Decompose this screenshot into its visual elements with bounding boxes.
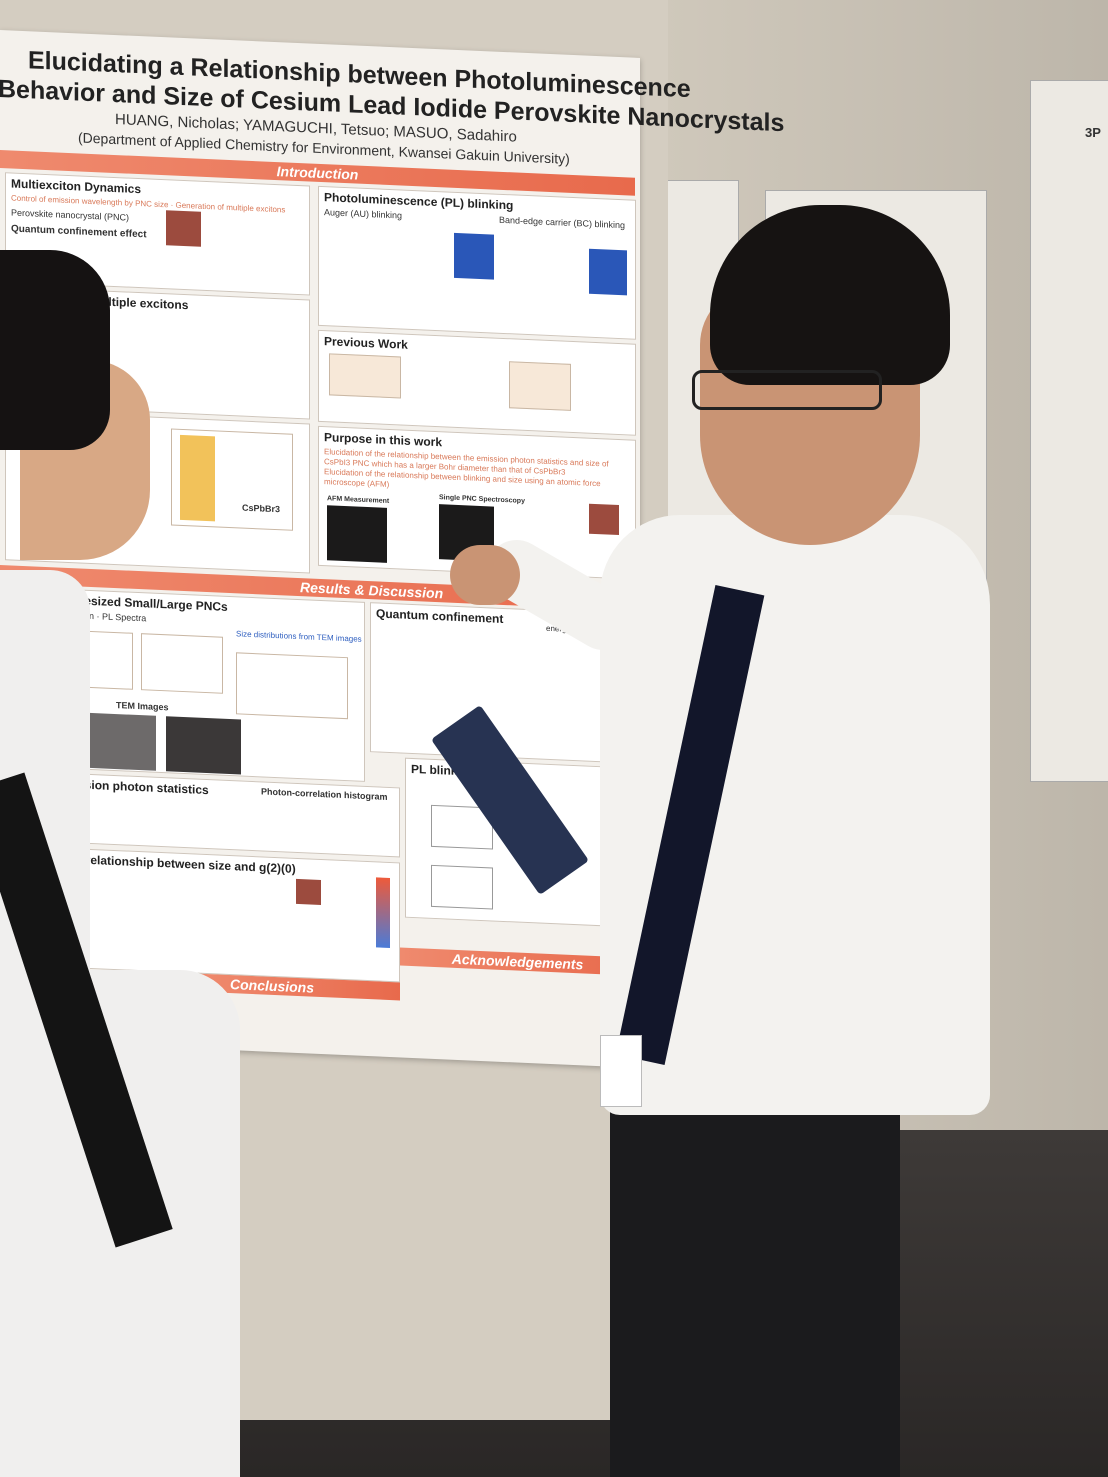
background-poster-right [1030,80,1108,782]
glasses [692,370,882,410]
side-poster-label: 3P [1085,125,1101,140]
hair [0,250,110,450]
cspbbr3-label: CsPbBr3 [242,502,281,515]
nanocrystal-cube [296,878,321,906]
name-badge [600,1035,642,1107]
gradient-arrow [376,877,390,949]
size-histogram [236,652,348,720]
nanocrystal-cube [166,210,201,247]
afm-image [327,505,387,563]
dark-trousers [610,1065,900,1477]
previous-work-chart [329,353,401,399]
presenter-person [430,205,1000,1477]
hair [710,205,950,385]
gesturing-hand [450,545,520,605]
afm-label: AFM Measurement [327,495,390,505]
listener-person [0,250,240,1477]
